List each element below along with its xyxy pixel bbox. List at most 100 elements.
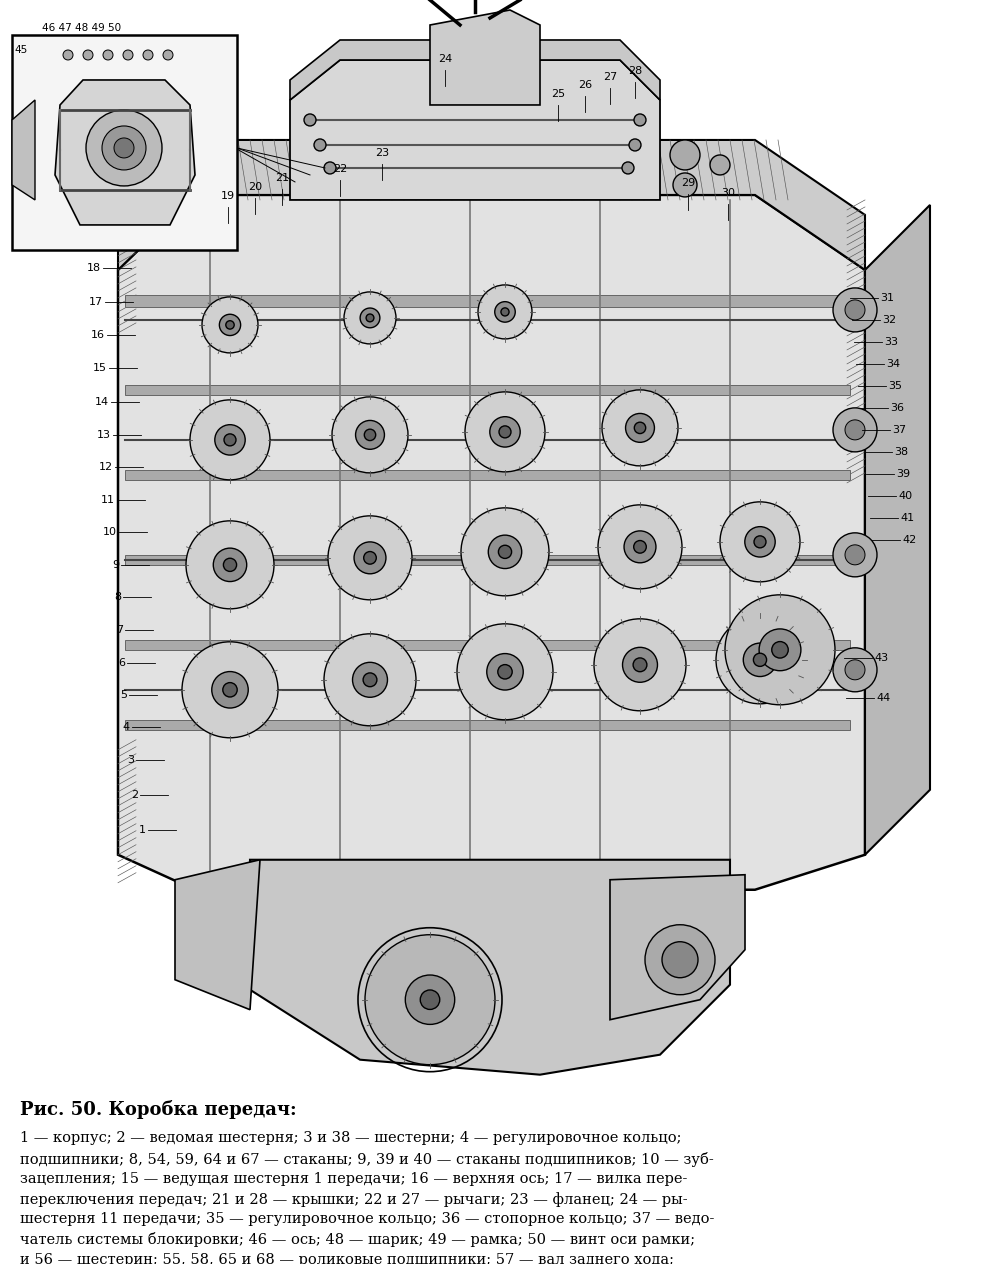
Text: 25: 25 bbox=[551, 88, 565, 99]
Text: 9: 9 bbox=[112, 560, 119, 570]
Circle shape bbox=[224, 434, 236, 446]
Polygon shape bbox=[125, 719, 850, 729]
Circle shape bbox=[488, 535, 522, 569]
Circle shape bbox=[360, 308, 380, 327]
Circle shape bbox=[499, 426, 511, 437]
Text: 22: 22 bbox=[333, 164, 347, 174]
Text: 8: 8 bbox=[114, 592, 121, 602]
Text: 37: 37 bbox=[892, 425, 906, 435]
Circle shape bbox=[328, 516, 412, 600]
Circle shape bbox=[833, 648, 877, 691]
Text: 46 47 48 49 50: 46 47 48 49 50 bbox=[42, 23, 121, 33]
Circle shape bbox=[501, 308, 509, 316]
Text: 10: 10 bbox=[103, 527, 117, 537]
Circle shape bbox=[304, 114, 316, 126]
Circle shape bbox=[845, 545, 865, 565]
Polygon shape bbox=[865, 205, 930, 854]
Text: 11: 11 bbox=[101, 494, 115, 504]
Text: 3: 3 bbox=[127, 755, 134, 765]
Text: подшипники; 8, 54, 59, 64 и 67 — стаканы; 9, 39 и 40 — стаканы подшипников; 10 —: подшипники; 8, 54, 59, 64 и 67 — стаканы… bbox=[20, 1152, 714, 1167]
Text: 34: 34 bbox=[886, 359, 900, 369]
Circle shape bbox=[420, 990, 440, 1010]
Text: 29: 29 bbox=[681, 178, 695, 188]
Text: 19: 19 bbox=[221, 191, 235, 201]
Text: 36: 36 bbox=[890, 403, 904, 413]
Circle shape bbox=[833, 288, 877, 332]
Circle shape bbox=[833, 408, 877, 451]
Circle shape bbox=[213, 549, 247, 581]
Text: 27: 27 bbox=[603, 72, 617, 82]
Circle shape bbox=[487, 653, 524, 690]
Circle shape bbox=[498, 545, 512, 559]
Text: и 56 — шестерин; 55, 58, 65 и 68 — роликовые подшипники; 57 — вал заднего хода;: и 56 — шестерин; 55, 58, 65 и 68 — ролик… bbox=[20, 1253, 674, 1264]
Text: переключения передач; 21 и 28 — крышки; 22 и 27 — рычаги; 23 — фланец; 24 — ры-: переключения передач; 21 и 28 — крышки; … bbox=[20, 1192, 687, 1207]
Circle shape bbox=[753, 653, 766, 666]
Text: Рис. 50. Коробка передач:: Рис. 50. Коробка передач: bbox=[20, 1100, 296, 1119]
Text: 41: 41 bbox=[900, 513, 914, 523]
FancyBboxPatch shape bbox=[12, 35, 237, 250]
Polygon shape bbox=[125, 384, 850, 394]
Circle shape bbox=[123, 51, 133, 59]
Circle shape bbox=[716, 616, 804, 704]
Text: 24: 24 bbox=[438, 54, 452, 64]
Text: 16: 16 bbox=[91, 330, 105, 340]
Text: 39: 39 bbox=[896, 469, 910, 479]
Polygon shape bbox=[118, 140, 865, 270]
Circle shape bbox=[344, 292, 396, 344]
Text: 1: 1 bbox=[139, 824, 146, 834]
Text: 38: 38 bbox=[894, 447, 908, 456]
Text: 12: 12 bbox=[99, 461, 113, 471]
Text: 28: 28 bbox=[628, 66, 643, 76]
Circle shape bbox=[744, 527, 775, 557]
Circle shape bbox=[63, 51, 73, 59]
Circle shape bbox=[845, 420, 865, 440]
Text: 43: 43 bbox=[874, 652, 888, 662]
Circle shape bbox=[226, 321, 235, 329]
Circle shape bbox=[143, 51, 153, 59]
Text: 6: 6 bbox=[118, 657, 125, 667]
Circle shape bbox=[490, 417, 520, 447]
Circle shape bbox=[754, 536, 766, 547]
Circle shape bbox=[626, 413, 654, 442]
Circle shape bbox=[182, 642, 278, 738]
Circle shape bbox=[352, 662, 387, 698]
Circle shape bbox=[465, 392, 545, 471]
Circle shape bbox=[629, 139, 641, 150]
Circle shape bbox=[772, 642, 788, 659]
Circle shape bbox=[498, 665, 512, 679]
Circle shape bbox=[634, 541, 646, 554]
Circle shape bbox=[478, 284, 532, 339]
Polygon shape bbox=[125, 555, 850, 565]
Text: 5: 5 bbox=[120, 690, 127, 700]
Text: 44: 44 bbox=[876, 693, 890, 703]
Text: 2: 2 bbox=[131, 790, 138, 800]
Text: шестерня 11 передачи; 35 — регулировочное кольцо; 36 — стопорное кольцо; 37 — ве: шестерня 11 передачи; 35 — регулировочно… bbox=[20, 1212, 714, 1226]
Circle shape bbox=[364, 430, 375, 441]
Circle shape bbox=[355, 421, 384, 449]
Circle shape bbox=[332, 397, 408, 473]
Text: 23: 23 bbox=[375, 148, 389, 158]
Text: 1 — корпус; 2 — ведомая шестерня; 3 и 38 — шестерни; 4 — регулировочное кольцо;: 1 — корпус; 2 — ведомая шестерня; 3 и 38… bbox=[20, 1131, 681, 1145]
Circle shape bbox=[495, 302, 515, 322]
Text: 7: 7 bbox=[116, 624, 123, 635]
Circle shape bbox=[720, 502, 800, 581]
Circle shape bbox=[186, 521, 274, 609]
Circle shape bbox=[215, 425, 246, 455]
Circle shape bbox=[223, 683, 238, 696]
Circle shape bbox=[634, 114, 646, 126]
Circle shape bbox=[365, 935, 495, 1064]
Polygon shape bbox=[250, 860, 730, 1074]
Circle shape bbox=[833, 533, 877, 576]
Text: 14: 14 bbox=[95, 397, 109, 407]
Circle shape bbox=[710, 155, 730, 174]
Text: 17: 17 bbox=[89, 297, 103, 307]
Circle shape bbox=[635, 422, 645, 434]
Circle shape bbox=[163, 51, 173, 59]
Circle shape bbox=[759, 629, 801, 671]
Circle shape bbox=[212, 671, 248, 708]
Text: 30: 30 bbox=[721, 188, 735, 198]
Text: 20: 20 bbox=[248, 182, 262, 192]
Text: 35: 35 bbox=[888, 380, 902, 391]
Circle shape bbox=[190, 399, 270, 480]
Circle shape bbox=[457, 624, 553, 719]
